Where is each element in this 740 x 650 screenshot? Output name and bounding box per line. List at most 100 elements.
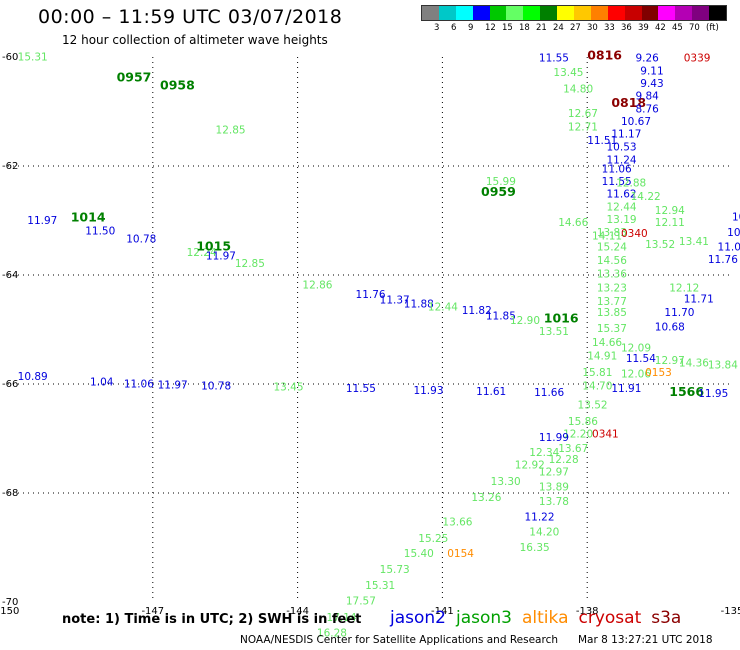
swh-label: 15.81 [582,367,612,379]
swh-label: 13.89 [539,481,569,493]
swh-label: 11.76 [356,289,386,301]
legend-swatch [472,6,490,20]
satellite-jason3: jason3 [456,608,512,628]
swh-label: 13.78 [539,496,569,508]
swh-label: 11.99 [539,432,569,444]
swh-label: 13.67 [558,443,588,455]
swh-label: 13.52 [645,239,675,251]
legend-swatch [709,6,727,20]
swh-label: 11.85 [486,311,516,323]
swh-label: 12.09 [621,342,651,354]
swh-label: 14.20 [529,527,559,539]
swh-label: 12.97 [539,467,569,479]
swh-label: 12.88 [616,178,646,190]
swh-label: 15.24 [597,241,627,253]
swh-label: 14.56 [597,255,627,267]
y-tick-label: -64 [2,270,18,281]
swh-label: 12.97 [655,355,685,367]
swh-label: 11.71 [684,293,714,305]
swh-label: 12.94 [655,205,685,217]
legend-tick-label: 24 [553,23,564,33]
legend-swatch [557,6,575,20]
swh-label: 12.12 [669,282,699,294]
swh-label: 0958 [160,78,195,93]
swh-label: 12.85 [216,124,246,136]
swh-label: 11.70 [664,307,694,319]
swh-label: 11.55 [602,176,632,188]
swh-label: 11.97 [158,379,188,391]
swh-label: 14.91 [587,350,617,362]
swh-label: 13.30 [491,476,521,488]
swh-label: 11.06 [124,378,154,390]
swh-label: 9.26 [635,52,659,64]
swh-label: 13.66 [442,517,472,529]
x-tick-label: -135 [721,606,740,617]
legend-tick-label: 18 [519,23,530,33]
swh-label: 11.62 [607,189,637,201]
swh-label: 15.37 [597,323,627,335]
legend-tick-label: 33 [604,23,615,33]
axis-tick-labels: -150 -147 -144 -141 -138 -135 -60 -62 -64 -66 -68 -… [0,52,740,617]
swh-label: 11.08 [718,241,740,253]
swh-label: 13.85 [597,307,627,319]
legend-swatch [658,6,676,20]
legend-swatch [489,6,507,20]
swh-label: 0816 [587,48,622,63]
satellite-altika: altika [522,608,569,628]
swh-label: 13.45 [273,382,303,394]
satellite-s3a: s3a [651,608,682,628]
color-scale-bar [421,5,727,21]
x-tick-label: -141 [431,606,454,617]
swh-label: 14.66 [592,337,622,349]
legend-tick-label: 70 [689,23,700,33]
swh-label: 12.34 [529,447,559,459]
legend-tick-label: 27 [570,23,581,33]
swh-label: 11.50 [85,226,115,238]
swh-label: 13.84 [708,360,738,372]
swh-label: 10.78 [126,233,156,245]
legend-swatch [675,6,693,20]
legend-swatch [455,6,473,20]
legend-tick-label: 3 [434,23,440,33]
swh-label: 11.55 [539,52,569,64]
color-scale-legend: 3 6 9 12 15 18 21 24 27 30 33 36 39 42 45 70 (ft) [421,5,727,33]
swh-label: 12.67 [568,108,598,120]
legend-tick-label: 6 [451,23,457,33]
legend-tick-label: 30 [587,23,598,33]
swh-label: 11.17 [611,129,641,141]
swh-label: 12.06 [621,368,651,380]
legend-tick-label: 45 [672,23,683,33]
footer-note: note: 1) Time is in UTC; 2) SWH is in fe… [62,612,362,627]
swh-label: 11.91 [611,383,641,395]
credit-text: NOAA/NESDIS Center for Satellite Applica… [240,634,558,646]
legend-swatch [574,6,591,20]
legend-swatch [692,6,710,20]
swh-label: 1015 [196,238,231,253]
swh-label: 0340 [621,228,648,240]
swh-label: 14.80 [563,83,593,95]
swh-label: 14.66 [558,217,588,229]
swh-label: 1016 [544,310,579,325]
legend-swatch [641,6,659,20]
legend-tick-label: 9 [468,23,474,33]
y-tick-label: -60 [2,52,18,63]
swh-label: 13.83 [597,227,627,239]
swh-label: 0154 [447,548,474,560]
swh-label: 0959 [481,184,516,199]
swh-label: 14.11 [592,231,622,243]
legend-swatch [506,6,524,20]
swh-label: 11.22 [524,511,554,523]
swh-label: 0341 [592,428,619,440]
legend-tick-label: 42 [655,23,666,33]
legend-swatch [624,6,642,20]
swh-label: 11.93 [413,385,443,397]
satellite-cryosat: cryosat [578,608,642,628]
footer-credit: NOAA/NESDIS Center for Satellite Applica… [240,634,713,646]
swh-label: 0153 [645,367,672,379]
swh-label: 11.51 [587,135,617,147]
swh-label: 9.11 [640,65,663,77]
satellite-legend: jason2 jason3 altika cryosat s3a [390,608,691,628]
swh-label: 9.84 [635,91,659,103]
legend-swatch [540,6,558,20]
